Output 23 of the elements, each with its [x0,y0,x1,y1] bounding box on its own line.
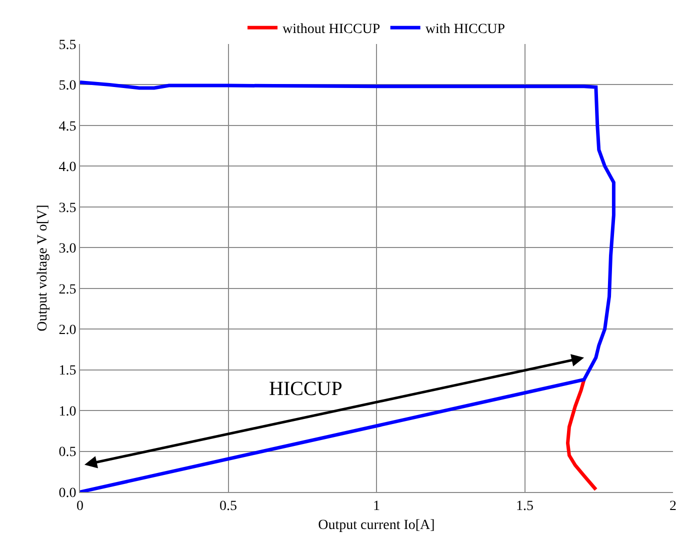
x-tick-label: 1.5 [516,498,534,514]
y-tick-label: 5.5 [58,38,76,53]
x-axis-title: Output current Io[A] [318,518,435,534]
y-axis-title: Output voltage V o[V] [35,204,50,332]
y-tick-label: 5.0 [58,78,76,94]
y-tick-label: 1.5 [58,364,76,379]
annotation: HICCUP [269,378,342,400]
legend-label: without HICCUP [282,22,380,38]
y-tick-label: 2.5 [58,282,76,298]
line-series [80,80,616,492]
y-tick-label: 0.0 [58,486,76,501]
x-tick-label: 2 [670,498,676,514]
y-tick-label: 4.0 [58,160,76,176]
y-tick-label: 3.5 [58,200,76,216]
legend-label: with HICCUP [425,22,506,38]
y-tick-label: 2.0 [58,322,76,338]
y-tick-label: 0.5 [58,445,76,460]
y-tick-label: 3.0 [58,242,76,257]
x-tick-label: 0.5 [220,498,237,514]
y-tick-label: 1.0 [58,404,76,420]
x-tick-label: 0 [76,498,84,514]
x-tick-label: 1 [373,498,380,514]
y-tick-label: 4.5 [58,119,76,134]
